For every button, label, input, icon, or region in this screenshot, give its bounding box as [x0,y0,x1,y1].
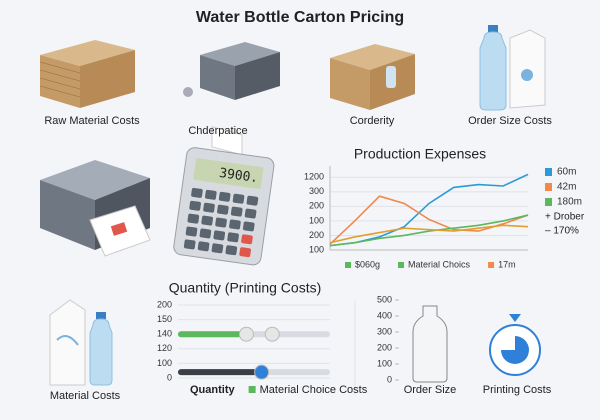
line-series [329,214,529,247]
cardboard-box [330,44,415,110]
legend-swatch [545,183,552,191]
icon-label: Printing Costs [483,384,552,396]
calculator-key [187,213,200,224]
legend-label: + Drober [545,212,585,223]
calculator-key [239,247,251,258]
calculator-key [246,195,259,206]
cardboard-stack [39,40,135,108]
calculator: 3900. [173,147,275,266]
y-tick-label: 150 [157,314,172,324]
legend-label: Quantity [190,384,235,396]
calculator-key [229,219,241,230]
bottle-and-carton [479,25,546,111]
legend-swatch [545,168,552,176]
legend-swatch [545,198,552,206]
legend-swatch [488,262,495,268]
calculator-key [242,221,255,232]
line-series [329,224,529,244]
calculator-key [215,217,227,228]
y-tick-label: 140 [157,329,172,339]
calculator-key [232,193,245,204]
icon-label: Raw Material Costs [44,115,140,127]
legend-label: 42m [557,182,576,193]
chart-title: Quantity (Printing Costs) [169,280,322,296]
y-tick-label: 200 [157,299,172,309]
legend-label: 60m [557,167,576,178]
slider-fill [178,369,262,376]
icon-label: Material Costs [50,390,121,402]
calculator-key [227,232,239,243]
legend-label: Material Choice Costs [260,384,368,396]
slider-knob [254,364,270,380]
icon-label: Order Size Costs [468,115,552,127]
calculator-key [218,191,231,202]
calculator-key [203,202,215,213]
legend-label: $060g [355,259,380,269]
calculator-key [230,206,243,217]
calculator-key [189,200,201,211]
calculator-key [199,228,212,239]
legend-label: 180m [557,197,582,208]
y-tick-label: 120 [157,343,172,353]
y-tick-label: 300 [377,326,392,336]
calculator-key [217,204,229,215]
page-title: Water Bottle Carton Pricing [196,9,404,26]
carton-and-bottle-small [49,299,113,386]
calculator-key [211,243,224,254]
calculator-display: 3900. [218,166,259,186]
calculator-key [201,215,213,226]
y-tick-label: 400 [377,310,392,320]
calculator-key [241,234,253,245]
gauge-pointer [509,314,521,322]
y-tick-label: 500 [377,294,392,304]
printer-small [183,42,280,156]
y-tick-label: 100 [157,358,172,368]
slider-knob [264,326,280,342]
y-tick-label: 0 [387,374,392,384]
legend-label: 17m [498,259,516,269]
line-series [329,173,529,247]
slider-knob [238,326,254,342]
y-tick-label: 300 [309,186,324,196]
calculator-key [185,226,198,237]
icon-label: Order Size [404,384,457,396]
y-tick-label: 200 [377,342,392,352]
calculator-key [204,189,217,200]
calculator-key [191,187,203,198]
calculator-key [197,241,210,252]
icon-label: Corderity [350,115,395,127]
chart-title: Production Expenses [354,146,486,162]
printer-large [40,160,151,257]
y-tick-label: 100 [309,215,324,225]
legend-swatch [398,262,405,268]
y-tick-label: 0 [167,372,172,382]
calculator-key [244,208,257,219]
calculator-key [213,230,226,241]
y-tick-label: 1200 [304,172,324,182]
legend-label: – 170% [545,226,579,237]
calculator-key [225,245,238,256]
y-tick-label: 100 [377,358,392,368]
legend-swatch [248,386,256,393]
bottle-outline [412,305,448,383]
legend-swatch [345,262,351,268]
calculator-key [183,239,196,250]
y-tick-label: 100 [309,244,324,254]
y-tick-label: 200 [309,201,324,211]
gauge-sector [501,336,529,364]
y-tick-label: 200 [309,230,324,240]
slider-fill [178,331,247,338]
legend-label: Material Choics [408,259,471,269]
icon-label: Chderpatice [188,125,247,137]
